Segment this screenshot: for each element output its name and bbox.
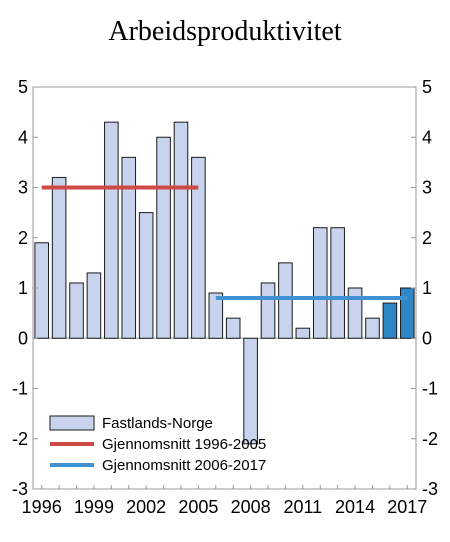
bar-1997 <box>51 176 67 339</box>
bar-2013 <box>330 227 345 339</box>
x-tick-label-2005: 2005 <box>178 497 218 517</box>
bar-2002 <box>138 212 154 339</box>
x-tick-label-2011: 2011 <box>283 497 322 517</box>
bar-1996 <box>34 242 49 339</box>
right-tick-label: -3 <box>422 479 438 499</box>
bar-2015 <box>365 317 380 339</box>
bar-2012 <box>312 227 328 339</box>
left-tick-label: 3 <box>18 178 28 198</box>
bar-2014 <box>347 287 363 339</box>
x-tick-label-1999: 1999 <box>74 497 114 517</box>
left-tick-label: 0 <box>18 328 28 348</box>
legend-label-2: Gjennomsnitt 1996-2005 <box>102 436 266 453</box>
bar-2007 <box>225 317 241 339</box>
bar-2004 <box>173 121 189 339</box>
bar-2010 <box>278 262 293 339</box>
bar-2011 <box>295 327 311 339</box>
right-tick-label: -2 <box>422 429 438 449</box>
bar-1998 <box>69 282 84 339</box>
left-tick-label: -2 <box>12 429 28 449</box>
bar-2005 <box>191 156 206 339</box>
right-tick-label: 0 <box>422 328 432 348</box>
bar-2008 <box>243 337 258 445</box>
left-tick-label: 5 <box>18 77 28 97</box>
legend: Fastlands-Norge Gjennomsnitt 1996-2005 Gje… <box>49 415 266 474</box>
x-tick-label-2017: 2017 <box>387 497 427 517</box>
right-tick-label: 3 <box>422 178 432 198</box>
right-tick-label: 1 <box>422 278 432 298</box>
right-tick-label: 4 <box>422 127 432 147</box>
chart-title: Arbeidsproduktivitet <box>108 16 342 47</box>
bar-2009 <box>260 282 276 339</box>
left-tick-label: 4 <box>18 127 28 147</box>
bar-2006 <box>208 292 224 339</box>
left-tick-label: 1 <box>18 278 28 298</box>
right-tick-label: 2 <box>422 228 432 248</box>
x-tick-label-1996: 1996 <box>22 497 62 517</box>
bar-2017 <box>400 287 415 339</box>
x-axis: 1996 1999 2002 2005 2008 2011 2014 2017 <box>22 485 427 517</box>
bar-2003 <box>156 136 171 339</box>
legend-swatch-bars <box>49 415 95 431</box>
right-tick-label: 5 <box>422 77 432 97</box>
left-tick-label: 2 <box>18 228 28 248</box>
left-tick-label: -1 <box>12 379 28 399</box>
left-axis: 5 4 3 2 1 0 -1 -2 -3 <box>12 77 38 499</box>
legend-label-1: Fastlands-Norge <box>102 415 213 432</box>
bar-2000 <box>104 121 119 339</box>
right-axis: 5 4 3 2 1 0 -1 -2 -3 <box>411 77 438 499</box>
bar-1999 <box>86 272 102 339</box>
bar-2016 <box>382 302 398 339</box>
x-tick-label-2008: 2008 <box>231 497 271 517</box>
right-tick-label: -1 <box>422 379 438 399</box>
plot-area <box>32 86 417 490</box>
bar-2001 <box>121 156 137 339</box>
left-tick-label: -3 <box>12 479 28 499</box>
legend-label-3: Gjennomsnitt 2006-2017 <box>102 457 266 474</box>
x-tick-label-2002: 2002 <box>126 497 166 517</box>
x-tick-label-2014: 2014 <box>335 497 375 517</box>
